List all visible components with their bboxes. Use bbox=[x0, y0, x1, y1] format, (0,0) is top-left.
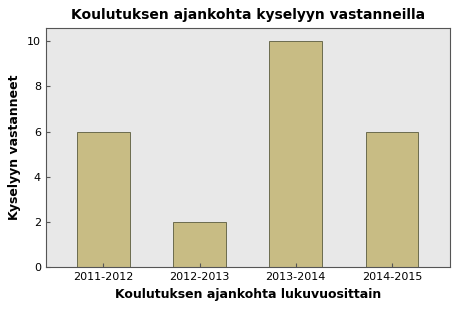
X-axis label: Koulutuksen ajankohta lukuvuosittain: Koulutuksen ajankohta lukuvuosittain bbox=[114, 288, 381, 301]
Y-axis label: Kyselyyn vastanneet: Kyselyyn vastanneet bbox=[8, 75, 22, 220]
Bar bbox=[77, 132, 130, 267]
Title: Koulutuksen ajankohta kyselyyn vastanneilla: Koulutuksen ajankohta kyselyyn vastannei… bbox=[71, 8, 425, 22]
Bar bbox=[365, 132, 419, 267]
Bar bbox=[269, 41, 322, 267]
Bar bbox=[173, 222, 226, 267]
